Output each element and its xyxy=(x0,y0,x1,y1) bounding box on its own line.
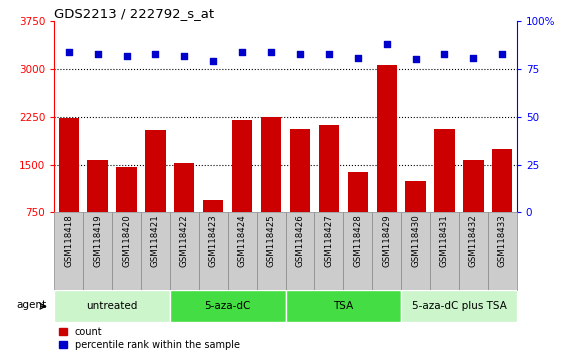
Legend: count, percentile rank within the sample: count, percentile rank within the sample xyxy=(59,327,240,350)
FancyBboxPatch shape xyxy=(401,212,430,290)
Text: GSM118420: GSM118420 xyxy=(122,215,131,268)
FancyBboxPatch shape xyxy=(343,212,372,290)
Bar xyxy=(376,65,397,212)
Bar xyxy=(405,181,426,212)
Text: GSM118425: GSM118425 xyxy=(267,215,276,268)
Point xyxy=(208,58,218,64)
FancyBboxPatch shape xyxy=(199,212,228,290)
Bar xyxy=(463,160,484,212)
Point xyxy=(324,51,333,57)
Text: GSM118422: GSM118422 xyxy=(180,215,189,268)
Point xyxy=(122,53,131,58)
Text: GSM118419: GSM118419 xyxy=(93,215,102,267)
FancyBboxPatch shape xyxy=(286,212,315,290)
Point xyxy=(382,41,391,47)
Bar xyxy=(232,120,252,212)
FancyBboxPatch shape xyxy=(54,212,83,290)
Bar xyxy=(319,125,339,212)
Bar xyxy=(203,200,223,212)
Text: GSM118427: GSM118427 xyxy=(324,215,333,268)
Bar xyxy=(174,163,195,212)
Text: GSM118424: GSM118424 xyxy=(238,215,247,268)
Text: agent: agent xyxy=(16,299,46,310)
FancyBboxPatch shape xyxy=(170,212,199,290)
Bar xyxy=(348,172,368,212)
FancyBboxPatch shape xyxy=(83,212,112,290)
FancyBboxPatch shape xyxy=(141,212,170,290)
FancyBboxPatch shape xyxy=(54,290,170,322)
FancyBboxPatch shape xyxy=(228,212,256,290)
FancyBboxPatch shape xyxy=(372,212,401,290)
Point xyxy=(151,51,160,57)
Text: GSM118428: GSM118428 xyxy=(353,215,362,268)
Text: 5-aza-dC: 5-aza-dC xyxy=(204,301,251,311)
Point xyxy=(498,51,507,57)
Text: GSM118432: GSM118432 xyxy=(469,215,478,268)
FancyBboxPatch shape xyxy=(286,290,401,322)
Text: GSM118421: GSM118421 xyxy=(151,215,160,268)
FancyBboxPatch shape xyxy=(401,290,517,322)
Point xyxy=(267,49,276,55)
Point xyxy=(353,55,363,61)
FancyBboxPatch shape xyxy=(430,212,459,290)
Point xyxy=(93,51,102,57)
FancyBboxPatch shape xyxy=(112,212,141,290)
Point xyxy=(180,53,189,58)
Bar xyxy=(87,160,108,212)
Text: GSM118423: GSM118423 xyxy=(209,215,218,268)
FancyBboxPatch shape xyxy=(315,212,343,290)
Text: untreated: untreated xyxy=(86,301,138,311)
FancyBboxPatch shape xyxy=(488,212,517,290)
Text: GDS2213 / 222792_s_at: GDS2213 / 222792_s_at xyxy=(54,7,214,20)
Point xyxy=(238,49,247,55)
Bar xyxy=(116,166,136,212)
Text: GSM118431: GSM118431 xyxy=(440,215,449,268)
Point xyxy=(411,57,420,62)
FancyBboxPatch shape xyxy=(256,212,286,290)
FancyBboxPatch shape xyxy=(170,290,286,322)
Bar xyxy=(145,130,166,212)
FancyBboxPatch shape xyxy=(459,212,488,290)
Point xyxy=(295,51,304,57)
Bar xyxy=(290,129,310,212)
Bar xyxy=(435,129,455,212)
Bar xyxy=(492,149,512,212)
Text: TSA: TSA xyxy=(333,301,353,311)
Point xyxy=(64,49,73,55)
Text: GSM118426: GSM118426 xyxy=(295,215,304,268)
Bar xyxy=(261,117,281,212)
Point xyxy=(469,55,478,61)
Text: GSM118433: GSM118433 xyxy=(498,215,507,268)
Text: GSM118418: GSM118418 xyxy=(64,215,73,268)
Point xyxy=(440,51,449,57)
Text: GSM118430: GSM118430 xyxy=(411,215,420,268)
Text: 5-aza-dC plus TSA: 5-aza-dC plus TSA xyxy=(412,301,506,311)
Text: GSM118429: GSM118429 xyxy=(382,215,391,267)
Bar xyxy=(59,118,79,212)
